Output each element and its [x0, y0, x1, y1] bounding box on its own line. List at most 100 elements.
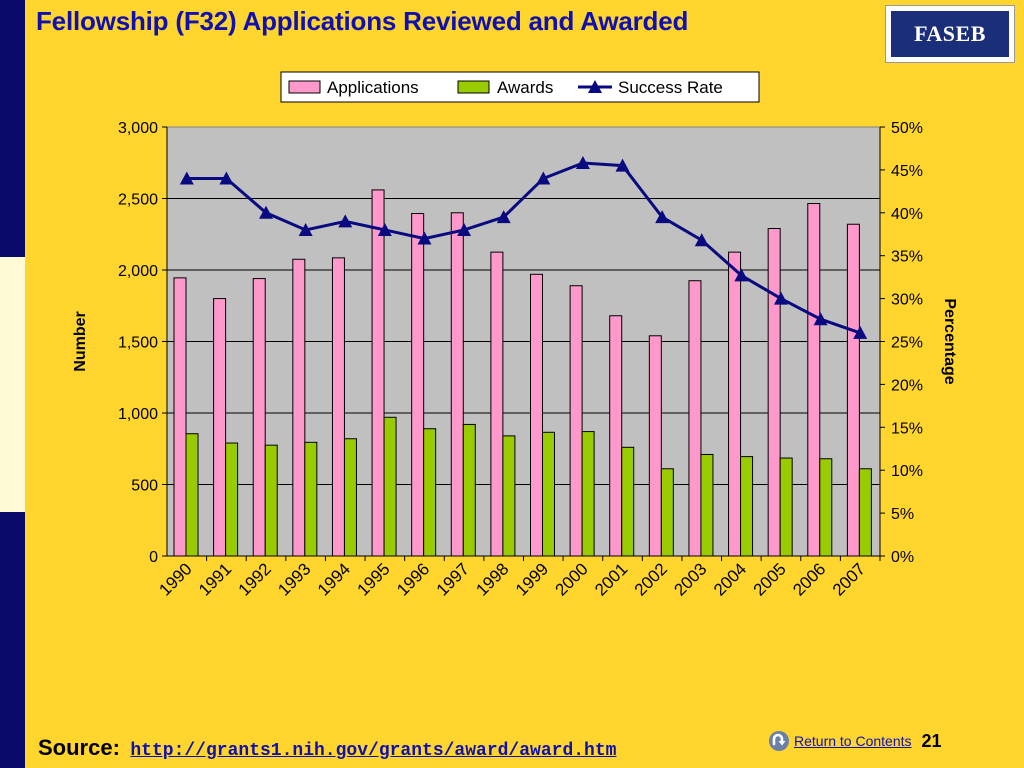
x-tick-label: 1990 [155, 559, 195, 599]
bar-applications [728, 251, 742, 557]
bar-applications [331, 257, 345, 557]
success-rate-marker [773, 291, 788, 305]
success-rate-marker [694, 233, 709, 247]
bar-applications [450, 212, 464, 557]
source-link[interactable]: http://grants1.nih.gov/grants/award/awar… [130, 741, 617, 761]
bar-applications [173, 277, 187, 557]
y2-tick-label: 20% [891, 377, 923, 394]
legend-swatch-awards [457, 80, 490, 94]
success-rate-marker [179, 171, 194, 185]
source-label: Source: [38, 735, 120, 760]
success-rate-marker [536, 171, 551, 185]
success-rate-marker [615, 158, 630, 172]
bar-applications [371, 189, 385, 557]
legend: Applications Awards Success Rate [280, 71, 760, 103]
bar-awards [819, 458, 833, 557]
legend-label-applications: Applications [327, 78, 419, 97]
return-navigation: Return to Contents 21 [768, 730, 942, 752]
legend-label-awards: Awards [497, 78, 553, 97]
success-rate-marker [853, 325, 868, 339]
x-tick-label: 2004 [710, 559, 750, 599]
x-tick-label: 2003 [670, 559, 710, 599]
bar-awards [185, 433, 199, 557]
y2-tick-label: 10% [891, 463, 923, 480]
bar-awards [502, 435, 516, 557]
bar-awards [304, 441, 318, 557]
x-tick-label: 2001 [591, 559, 631, 599]
page-number: 21 [921, 730, 942, 751]
x-tick-label: 1994 [314, 559, 354, 599]
y2-tick-label: 5% [891, 506, 914, 523]
x-tick-label: 1998 [472, 559, 512, 599]
faseb-logo-text: FASEB [891, 11, 1009, 57]
bar-applications [648, 335, 662, 557]
bar-applications [846, 223, 860, 557]
bar-awards [462, 423, 476, 557]
x-tick-label: 1995 [354, 559, 394, 599]
return-arrow-icon[interactable] [768, 730, 790, 752]
y2-tick-label: 15% [891, 420, 923, 437]
y-tick-label: 0 [149, 549, 158, 566]
bar-awards [383, 416, 397, 557]
x-tick-label: 2000 [552, 559, 592, 599]
y-tick-label: 1,000 [118, 406, 158, 423]
y-axis-title: Number [72, 311, 89, 371]
bar-applications [252, 278, 266, 557]
bar-awards [581, 431, 595, 557]
y2-axis-title: Percentage [941, 298, 958, 384]
bar-awards [542, 431, 555, 557]
x-tick-label: 1992 [235, 559, 275, 599]
legend-marker-success-rate [588, 80, 602, 93]
y-tick-label: 1,500 [118, 335, 158, 352]
success-rate-marker [219, 171, 234, 185]
y-tick-label: 3,000 [118, 120, 158, 137]
bar-awards [740, 456, 754, 557]
bar-applications [609, 315, 623, 557]
y-tick-label: 2,000 [118, 263, 158, 280]
success-rate-marker [377, 222, 392, 236]
x-tick-label: 1991 [195, 559, 235, 599]
success-rate-marker [734, 268, 749, 282]
faseb-logo: FASEB [885, 5, 1015, 63]
bar-awards [423, 428, 437, 557]
x-tick-label: 2005 [750, 559, 790, 599]
y2-tick-label: 30% [891, 292, 923, 309]
return-to-contents-link[interactable]: Return to Contents [794, 733, 912, 749]
source-line: Source: http://grants1.nih.gov/grants/aw… [38, 735, 616, 761]
legend-box [280, 71, 760, 103]
bar-awards [779, 457, 793, 557]
bar-awards [660, 468, 674, 557]
y-tick-label: 2,500 [118, 192, 158, 209]
left-accent-highlight [0, 257, 25, 512]
x-tick-label: 1996 [393, 559, 433, 599]
y2-tick-label: 40% [891, 206, 923, 223]
bar-applications [530, 273, 543, 557]
bar-applications [292, 258, 306, 557]
x-tick-label: 1997 [433, 559, 473, 599]
x-tick-label: 2002 [631, 559, 671, 599]
bar-awards [343, 438, 357, 557]
bar-applications [767, 228, 781, 557]
bar-applications [213, 298, 227, 557]
x-tick-label: 2007 [829, 559, 869, 599]
chart: 0 500 1,000 1,500 2,000 2,500 3,000 0% 5% 10% 15% 2… [72, 71, 958, 600]
success-rate-line [186, 161, 861, 335]
success-rate-marker [417, 231, 432, 245]
success-rate-marker [813, 312, 828, 326]
bar-awards [264, 444, 278, 557]
success-rate-marker [655, 210, 670, 224]
bar-applications [411, 213, 425, 557]
slide-title: Fellowship (F32) Applications Reviewed a… [36, 6, 689, 36]
success-rate-marker [457, 222, 472, 236]
y2-tick-label: 0% [891, 549, 914, 566]
success-rate-marker [259, 205, 274, 219]
bar-awards [858, 468, 872, 557]
x-tick-label: 2006 [789, 559, 829, 599]
success-rate-marker [338, 214, 353, 228]
y2-tick-label: 45% [891, 163, 923, 180]
legend-label-success-rate: Success Rate [618, 78, 723, 97]
y2-tick-label: 50% [891, 120, 923, 137]
success-rate-marker [496, 210, 511, 224]
bar-awards [225, 442, 239, 557]
bar-applications [807, 203, 821, 557]
